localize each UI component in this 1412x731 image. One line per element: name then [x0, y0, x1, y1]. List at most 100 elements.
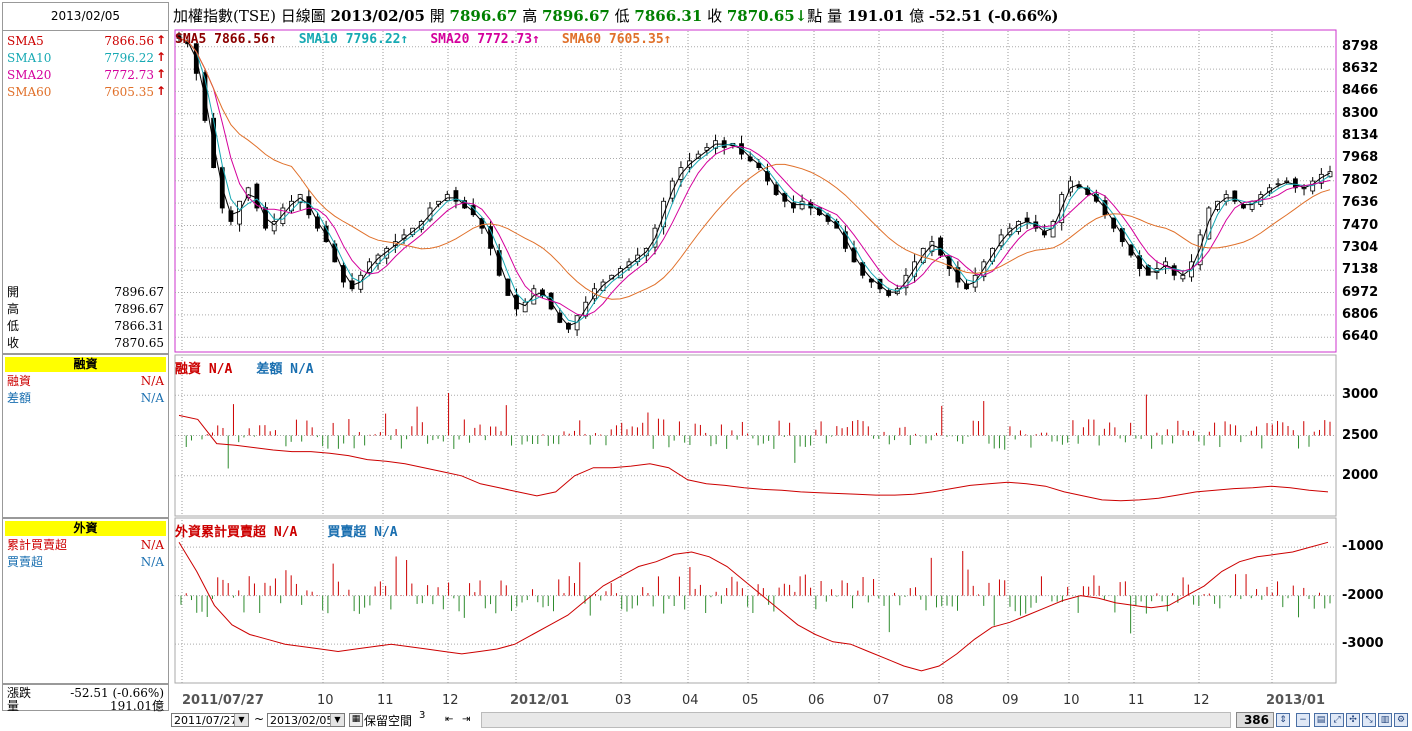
candle-body [1197, 234, 1203, 266]
zoom-out-icon[interactable]: − [1296, 713, 1310, 727]
x-tick-label: 11 [377, 693, 394, 708]
candle-body [1249, 200, 1255, 210]
foreign-row-1-value: N/A [140, 555, 164, 569]
volume-value: 191.01億 [110, 699, 164, 713]
candle-body [1111, 217, 1117, 229]
ohlc-row-3-value: 7870.65 [114, 336, 164, 350]
low-label: 低 [614, 7, 630, 25]
volume-row: 量 191.01億 [7, 698, 166, 714]
price-panel-frame [174, 29, 1337, 353]
candle-body [791, 202, 796, 209]
vol-label: 量 [827, 7, 843, 25]
x-tick-label: 06 [808, 693, 825, 708]
x-tick-label: 10 [1063, 693, 1080, 708]
scrollbar-track[interactable] [481, 712, 1231, 728]
ohlc-row-1-label: 高 [7, 302, 20, 316]
chart-svg[interactable] [169, 29, 1412, 711]
foreign-panel-frame [174, 517, 1337, 684]
sma-line-sma20 [178, 37, 1331, 317]
summary-panel: 漲跌 -52.51 (-0.66%) 量 191.01億 [2, 684, 169, 714]
candle-body [341, 265, 346, 283]
candle-body [1275, 183, 1281, 186]
candle-body [1206, 207, 1212, 240]
candle-body [938, 237, 943, 256]
sma-line-sma5 [178, 37, 1331, 327]
candle-body [479, 218, 485, 229]
y-tick-label: -3000 [1342, 636, 1384, 652]
legend-item: SMA60 7605.35↑ [561, 32, 672, 47]
end-date-select[interactable]: 2013/02/05 ▼ [267, 713, 345, 727]
sma-row-sma10: SMA10 7796.22 [7, 50, 166, 66]
chevron-down-icon: ▼ [234, 714, 248, 726]
y-tick-label: 7802 [1342, 172, 1379, 188]
close-label: 收 [707, 7, 723, 25]
settings-icon[interactable]: ⚙ [1394, 713, 1408, 727]
sma-row-sma10-value: 7796.22 [104, 51, 154, 65]
x-tick-label: 05 [742, 693, 759, 708]
up-arrow-icon: ↑ [155, 67, 166, 81]
up-arrow-icon: ↑ [155, 33, 166, 47]
candle-body [1241, 204, 1246, 209]
foreign-row-1-label: 買賣超 [7, 555, 44, 569]
y-tick-label: 6806 [1342, 306, 1379, 322]
candle-body [1163, 261, 1168, 267]
ohlc-row-1-value: 7896.67 [114, 302, 164, 316]
candle-body [228, 210, 234, 222]
foreign-row-1: 買賣超 N/A [7, 554, 166, 570]
candle-body [531, 288, 537, 305]
ohlc-row-3: 收 7870.65 [7, 335, 166, 351]
candle-body [505, 278, 511, 296]
crosshair-icon[interactable]: ✣ [1346, 713, 1360, 727]
sma-row-sma5-label: SMA5 [7, 34, 44, 48]
low-value: 7866.31 [634, 7, 703, 25]
candle-body [323, 225, 329, 243]
chart-type-icon[interactable]: ▥ [1378, 713, 1392, 727]
open-label: 開 [429, 7, 445, 25]
legend-item: SMA10 7796.22↑ [298, 32, 409, 47]
high-value: 7896.67 [541, 7, 610, 25]
candle-body [315, 216, 320, 229]
date-box: 2013/02/05 [2, 2, 169, 31]
ohlc-row-2-value: 7866.31 [114, 319, 164, 333]
y-tick-label: 7138 [1342, 262, 1379, 278]
vol-value: 191.01 [846, 7, 905, 25]
candle-body [271, 221, 277, 232]
ohlc-row-0-value: 7896.67 [114, 285, 164, 299]
count-box[interactable]: 386 [1236, 712, 1274, 728]
scroll-start-icon[interactable]: ⇤ [445, 714, 454, 725]
y-tick-label: 8300 [1342, 105, 1379, 121]
x-tick-label: 09 [1002, 693, 1019, 708]
sma-row-sma5-value: 7866.56 [104, 34, 154, 48]
price-legend: SMA5 7866.56↑ SMA10 7796.22↑ SMA20 7772.73… [175, 32, 693, 47]
margin-row-0-label: 融資 [7, 374, 32, 388]
calendar-icon[interactable]: ▤ [1314, 713, 1328, 727]
y-tick-label: 2500 [1342, 427, 1379, 443]
candle-body [1232, 190, 1238, 202]
change-row: 漲跌 -52.51 (-0.66%) [7, 685, 166, 701]
x-tick-label: 10 [317, 693, 334, 708]
spin-icon[interactable]: ⇕ [1276, 713, 1290, 727]
down-arrow-icon: ↓ [794, 7, 808, 25]
legend-item: SMA20 7772.73↑ [430, 32, 540, 47]
margin-balance-line [178, 414, 1329, 502]
date-box-label: 2013/02/05 [50, 9, 121, 23]
x-tick-label: 07 [873, 693, 890, 708]
fit-icon[interactable]: ⤢ [1330, 713, 1344, 727]
x-tick-label: 04 [682, 693, 699, 708]
up-arrow-icon: ↑ [155, 50, 166, 64]
margin-row-0-value: N/A [140, 374, 164, 388]
sma-row-sma60-value: 7605.35 [104, 85, 154, 99]
index-title: 加權指數(TSE) [173, 7, 276, 25]
keep-space-icon[interactable]: ▦ [349, 713, 363, 727]
ohlc-row-0-label: 開 [7, 285, 20, 299]
start-date-select[interactable]: 2011/07/27 ▼ [171, 713, 249, 727]
y-tick-label: -1000 [1342, 539, 1384, 555]
x-tick-label: 2013/01 [1266, 693, 1326, 708]
foreign-row-0: 累計買賣超 N/A [7, 537, 166, 553]
change-label: 漲跌 [7, 686, 32, 700]
scroll-end-icon[interactable]: ⇥ [462, 714, 471, 725]
candle-body [1024, 217, 1030, 222]
candle-body [366, 261, 372, 273]
collapse-icon[interactable]: ⤡ [1362, 713, 1376, 727]
candle-body [280, 207, 286, 225]
